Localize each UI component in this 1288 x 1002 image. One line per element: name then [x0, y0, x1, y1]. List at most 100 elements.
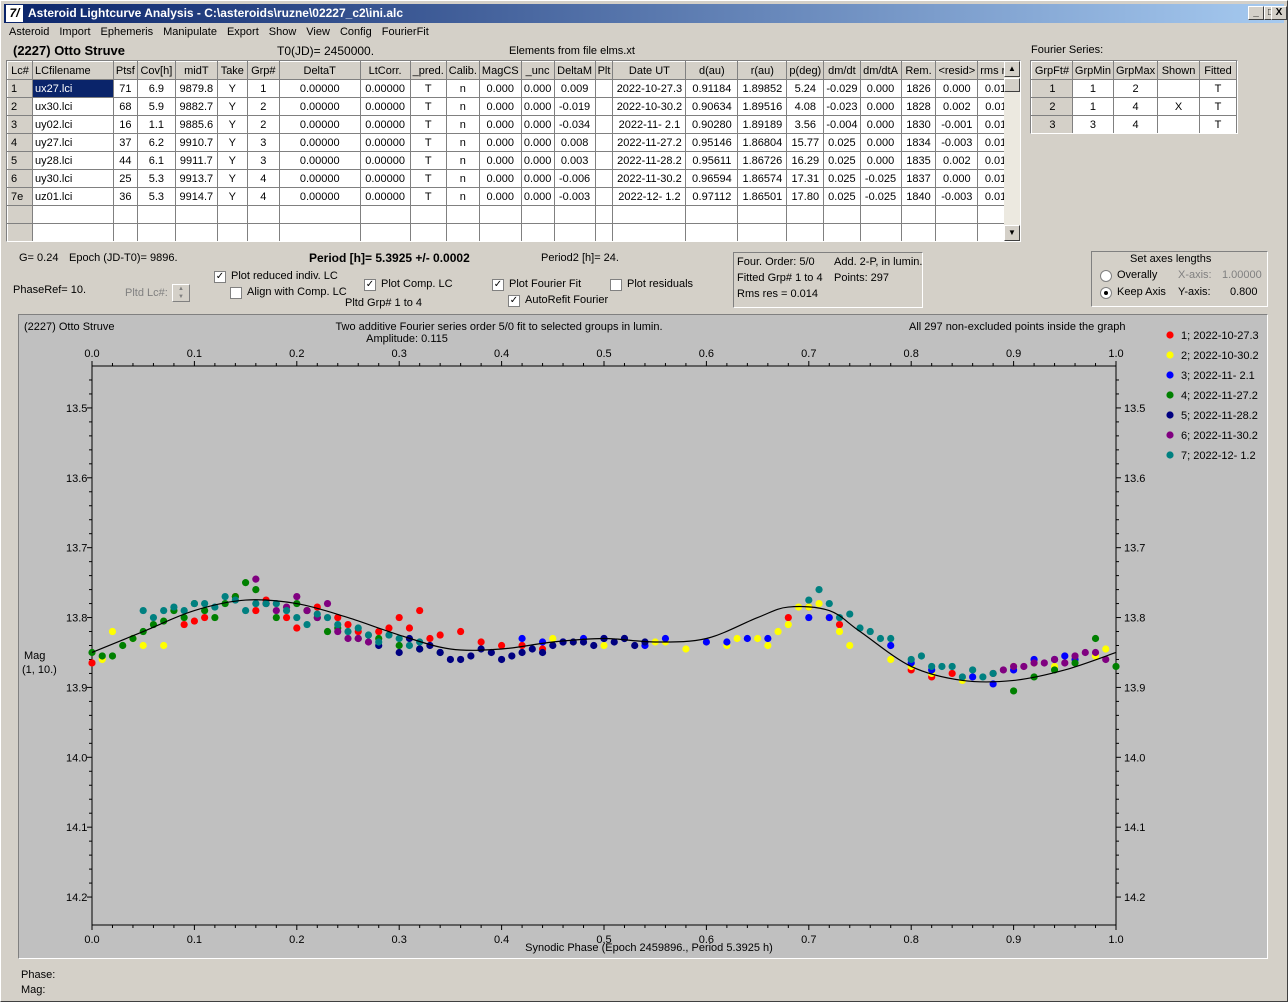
lc-col-header[interactable]: Calib. [445, 61, 480, 80]
plot-reduced-checkbox[interactable]: ✓ [214, 271, 226, 283]
table-cell[interactable]: 0.000 [520, 97, 555, 116]
table-cell[interactable]: 3 [246, 151, 280, 170]
lc-col-header[interactable]: Ptsf [112, 61, 138, 80]
table-cell[interactable]: 3 [246, 133, 280, 152]
close-button[interactable]: X [1271, 6, 1287, 20]
table-cell[interactable]: 0.00000 [278, 133, 361, 152]
lc-col-header[interactable]: Cov[h] [136, 61, 176, 80]
table-cell[interactable]: 5.9 [136, 97, 176, 116]
table-cell[interactable]: uy30.lci [31, 169, 114, 188]
table-cell[interactable] [859, 223, 902, 241]
menu-import[interactable]: Import [59, 26, 91, 38]
scroll-down-icon[interactable]: ▼ [1004, 225, 1020, 241]
table-cell[interactable]: -0.029 [823, 79, 861, 98]
table-cell[interactable]: 2022-12- 1.2 [612, 187, 687, 206]
table-cell[interactable]: 0.90280 [685, 115, 739, 134]
table-cell[interactable]: 1.89189 [737, 115, 788, 134]
table-cell[interactable]: 16.29 [786, 151, 825, 170]
table-cell[interactable] [246, 223, 280, 241]
table-cell[interactable]: 0.000 [520, 79, 555, 98]
table-cell[interactable] [7, 205, 33, 224]
table-cell[interactable]: 1 [246, 79, 280, 98]
lightcurve-chart[interactable]: (2227) Otto Struve Two additive Fourier … [19, 315, 1267, 958]
table-cell[interactable]: 4 [1112, 115, 1159, 133]
empty-row[interactable] [7, 205, 1020, 224]
table-cell[interactable]: ux30.lci [31, 97, 114, 116]
table-cell[interactable]: 0.000 [478, 187, 522, 206]
table-cell[interactable]: T [409, 79, 447, 98]
menu-export[interactable]: Export [226, 26, 259, 38]
table-cell[interactable]: 0.025 [823, 151, 861, 170]
table-cell[interactable]: Y [216, 97, 248, 116]
table-cell[interactable]: 0.000 [859, 79, 902, 98]
table-cell[interactable]: T [409, 169, 447, 188]
table-cell[interactable]: 5 [7, 151, 33, 170]
table-cell[interactable] [520, 223, 555, 241]
ft-col-header[interactable]: GrpFt# [1031, 61, 1073, 80]
table-cell[interactable]: 15.77 [786, 133, 825, 152]
table-cell[interactable]: 5.24 [786, 79, 825, 98]
table-cell[interactable]: 2022-10-30.2 [612, 97, 687, 116]
table-cell[interactable] [409, 223, 447, 241]
lc-col-header[interactable]: Date UT [612, 61, 687, 80]
table-cell[interactable]: 0.000 [859, 97, 902, 116]
table-cell[interactable]: 0.000 [520, 115, 555, 134]
lc-table-scrollbar[interactable]: ▲ ▼ [1004, 61, 1020, 241]
yaxis-input[interactable]: 0.800 [1230, 286, 1258, 298]
table-cell[interactable]: T [409, 97, 447, 116]
table-cell[interactable]: 0.025 [823, 169, 861, 188]
table-cell[interactable]: T [409, 133, 447, 152]
lc-col-header[interactable]: p(deg) [786, 61, 825, 80]
table-cell[interactable]: 0.000 [520, 151, 555, 170]
table-cell[interactable]: 4 [246, 169, 280, 188]
table-cell[interactable]: 2 [7, 97, 33, 116]
table-cell[interactable]: 9913.7 [174, 169, 218, 188]
table-cell[interactable] [786, 205, 825, 224]
table-cell[interactable] [174, 205, 218, 224]
table-cell[interactable]: n [445, 115, 480, 134]
table-cell[interactable] [594, 115, 614, 134]
table-cell[interactable] [136, 223, 176, 241]
table-cell[interactable]: 9910.7 [174, 133, 218, 152]
table-cell[interactable] [478, 223, 522, 241]
table-cell[interactable]: 44 [112, 151, 138, 170]
table-cell[interactable] [685, 205, 739, 224]
table-cell[interactable] [246, 205, 280, 224]
ft-col-header[interactable]: Fitted [1198, 61, 1237, 80]
table-cell[interactable] [900, 205, 937, 224]
table-cell[interactable]: 1 [1071, 97, 1114, 116]
lc-col-header[interactable]: d(au) [685, 61, 739, 80]
table-cell[interactable]: 17.80 [786, 187, 825, 206]
table-cell[interactable]: Y [216, 151, 248, 170]
table-cell[interactable]: T [1198, 97, 1237, 116]
table-cell[interactable] [612, 223, 687, 241]
empty-row[interactable] [7, 223, 1020, 241]
table-cell[interactable]: 36 [112, 187, 138, 206]
table-cell[interactable]: 0.000 [520, 133, 555, 152]
table-cell[interactable] [594, 205, 614, 224]
table-cell[interactable]: 3 [1031, 115, 1073, 133]
table-cell[interactable]: 6.1 [136, 151, 176, 170]
table-cell[interactable]: 3 [7, 115, 33, 134]
table-cell[interactable]: 37 [112, 133, 138, 152]
table-cell[interactable]: n [445, 187, 480, 206]
lc-col-header[interactable]: <resid> [935, 61, 979, 80]
table-cell[interactable]: 1830 [900, 115, 937, 134]
table-cell[interactable]: 1 [1071, 79, 1114, 98]
table-cell[interactable]: 0.00000 [278, 115, 361, 134]
table-cell[interactable]: -0.001 [935, 115, 979, 134]
table-cell[interactable]: 0.000 [478, 97, 522, 116]
table-cell[interactable]: 0.00000 [359, 169, 411, 188]
menu-manipulate[interactable]: Manipulate [163, 26, 217, 38]
lc-col-header[interactable]: dm/dtA [859, 61, 902, 80]
table-cell[interactable]: 0.90634 [685, 97, 739, 116]
table-cell[interactable] [553, 205, 596, 224]
table-cell[interactable]: 0.95611 [685, 151, 739, 170]
table-cell[interactable]: n [445, 151, 480, 170]
table-cell[interactable]: 1835 [900, 151, 937, 170]
xaxis-input[interactable]: 1.00000 [1222, 269, 1262, 281]
table-cell[interactable]: 0.00000 [359, 187, 411, 206]
lc-col-header[interactable]: LCfilename [31, 61, 114, 80]
